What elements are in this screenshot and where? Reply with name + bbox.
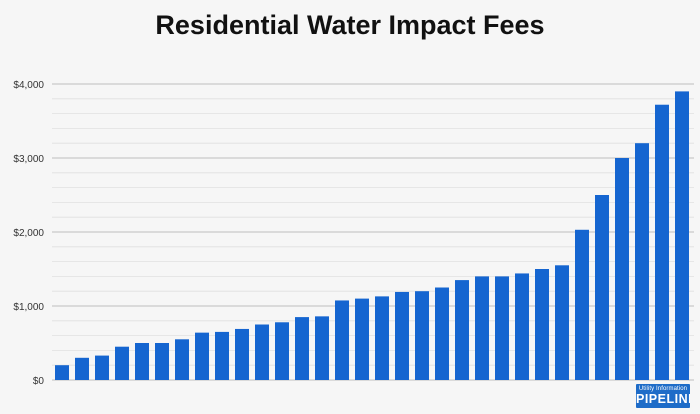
bar — [135, 343, 149, 380]
bar — [115, 346, 129, 380]
bar — [255, 324, 269, 380]
bar — [475, 276, 489, 380]
bar — [655, 104, 669, 380]
bar — [675, 91, 689, 381]
bar — [575, 229, 589, 380]
y-tick-label: $0 — [33, 376, 45, 387]
bar — [635, 143, 649, 380]
bar — [335, 300, 349, 380]
bar — [435, 287, 449, 380]
bar — [175, 339, 189, 380]
bar — [415, 291, 429, 380]
bar — [55, 365, 69, 380]
bar — [535, 269, 549, 380]
bar — [215, 331, 229, 380]
bar — [315, 316, 329, 380]
bars — [55, 91, 689, 381]
chart-title: Residential Water Impact Fees — [155, 10, 545, 40]
bar — [595, 195, 609, 380]
bar — [515, 273, 529, 380]
logo-top-text: Utility Information — [638, 386, 688, 392]
y-tick-label: $1,000 — [13, 302, 44, 313]
bar — [95, 355, 109, 380]
y-tick-label: $4,000 — [13, 80, 44, 91]
bar — [295, 317, 309, 380]
y-tick-label: $3,000 — [13, 154, 44, 165]
bar — [375, 296, 389, 380]
bar — [195, 332, 209, 380]
bar — [455, 280, 469, 380]
utility-information-pipeline-logo: Utility Information PIPELINE — [636, 384, 690, 408]
bar — [615, 158, 629, 380]
bar — [75, 357, 89, 380]
bar — [275, 322, 289, 380]
bar — [495, 276, 509, 380]
bar — [235, 328, 249, 380]
logo-bottom-text: PIPELINE — [636, 392, 690, 406]
bar — [395, 291, 409, 380]
bar — [355, 298, 369, 380]
y-tick-label: $2,000 — [13, 228, 44, 239]
y-axis-tick-labels: $0 $1,000 $2,000 $3,000 $4,000 — [13, 80, 44, 387]
bar — [555, 265, 569, 380]
bar — [155, 343, 169, 380]
